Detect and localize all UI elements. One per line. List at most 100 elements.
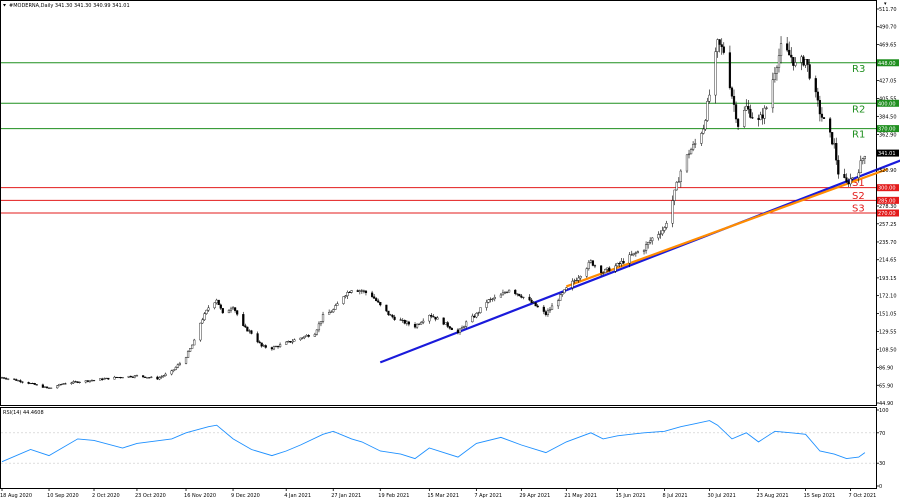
price-axis-tick-label: 44.90: [879, 401, 893, 407]
price-bar-body: [489, 298, 492, 300]
price-bar-body: [334, 305, 337, 310]
price-bar-body: [315, 329, 318, 335]
price-bar-body: [105, 377, 108, 379]
price-bar-body: [92, 379, 96, 381]
price-bar-body: [285, 341, 288, 345]
price-bar-body: [301, 337, 304, 339]
price-bar-body: [201, 319, 204, 324]
price-bar-body: [745, 105, 748, 111]
price-bar-body: [272, 346, 276, 350]
time-axis-tick-label: 7 Oct 2021: [849, 493, 877, 499]
price-bar-body: [131, 376, 134, 378]
price-bar-body: [565, 287, 568, 290]
price-bar-body: [659, 233, 662, 235]
price-bar-body: [775, 67, 779, 74]
price-bar-body: [765, 107, 768, 109]
price-bar-body: [507, 289, 511, 293]
time-axis-tick-label: 29 Apr 2021: [519, 493, 550, 499]
time-axis: 18 Aug 2020 10 Sep 2020 2 Oct 2020 23 Oct 2…: [0, 488, 876, 499]
time-axis-tick-label: 16 Nov 2020: [184, 493, 216, 499]
price-bar-body: [575, 280, 578, 282]
price-bar-body: [579, 276, 582, 279]
price-bar-body: [344, 295, 347, 297]
level-badge-text: 300.00: [878, 186, 896, 192]
time-axis-tick-label: 27 Jan 2021: [331, 493, 361, 499]
price-bar-body: [319, 321, 323, 325]
rsi-pane-frame: [0, 407, 877, 489]
price-bar-body: [101, 378, 104, 380]
price-bar-body: [814, 78, 817, 93]
rsi-label: RSI(14) 44.4608: [3, 410, 44, 416]
price-bar-body: [790, 54, 793, 58]
price-bar-body: [563, 289, 566, 294]
price-bar-body: [614, 265, 617, 272]
price-bar-body: [141, 375, 145, 378]
price-bar-body: [70, 382, 73, 384]
price-bar-body: [831, 132, 834, 145]
price-bar-body: [373, 296, 376, 299]
level-label-r3: R3: [852, 64, 865, 75]
price-bar-body: [503, 292, 507, 294]
price-bar-body: [829, 118, 832, 133]
price-bar-body: [31, 383, 34, 385]
price-bar-body: [577, 277, 580, 281]
price-bar-body: [604, 269, 607, 273]
level-lines-layer: R3 R2 R1 S1 S2 S3: [1, 62, 876, 215]
price-bar-body: [602, 272, 605, 274]
current-price-badge: [877, 149, 899, 157]
price-bar-body: [520, 295, 523, 298]
price-bar-body: [186, 351, 190, 358]
price-bar-body: [360, 290, 363, 292]
price-bar-body: [103, 378, 106, 380]
price-bar-body: [743, 110, 746, 127]
price-bar-body: [17, 380, 20, 382]
level-badge-r3: [877, 59, 899, 67]
price-bar-body: [816, 91, 819, 101]
dropdown-arrow-icon[interactable]: [3, 4, 6, 7]
price-bar-body: [317, 323, 321, 331]
price-bar-body: [677, 181, 680, 183]
trendlines-layer: [379, 159, 900, 364]
level-badge-text: 400.00: [878, 101, 896, 107]
price-bar-body: [207, 307, 210, 311]
time-axis-tick-label: 9 Dec 2020: [231, 493, 260, 499]
level-badge-text: 285.00: [878, 198, 896, 204]
price-bar-body: [548, 309, 552, 312]
price-bar-body: [514, 289, 517, 294]
price-bar-body: [800, 56, 803, 63]
price-bar-body: [651, 237, 654, 242]
price-bar-body: [708, 94, 711, 102]
price-bar-body: [442, 317, 445, 325]
price-bar-body: [665, 223, 668, 228]
price-pane-frame: [0, 0, 877, 406]
price-bar-body: [313, 334, 316, 337]
price-bar-body: [530, 299, 533, 303]
price-bar-body: [518, 293, 521, 297]
price-bar-body: [135, 375, 139, 377]
price-bar-body: [761, 114, 764, 119]
price-bar-body: [391, 314, 394, 318]
time-axis-tick-label: 23 Aug 2021: [757, 493, 789, 499]
price-bar-body: [4, 378, 8, 380]
price-bar-body: [330, 311, 333, 313]
price-axis-tick-label: 129.55: [879, 330, 897, 336]
price-bar-body: [274, 346, 278, 348]
price-bar-body: [370, 292, 374, 297]
price-bar-body: [336, 303, 339, 306]
price-bar-body: [385, 304, 388, 312]
price-bar-body: [757, 117, 760, 120]
price-axis-tick-label: 490.70: [879, 25, 897, 31]
price-bar-body: [422, 320, 425, 323]
price-bar-body: [19, 380, 22, 383]
price-bar-body: [88, 380, 92, 382]
price-bar-body: [13, 378, 16, 380]
price-bar-body: [794, 62, 797, 66]
price-bar-body: [221, 308, 224, 314]
price-bar-body: [176, 364, 179, 368]
rsi-axis: 100 70 30 0: [876, 408, 889, 490]
price-axis-tick-label: 320.90: [879, 168, 897, 174]
price-bar-body: [0, 377, 4, 379]
price-bar-body: [233, 307, 237, 311]
price-bar-body: [802, 56, 805, 66]
price-bar-body: [231, 307, 235, 310]
